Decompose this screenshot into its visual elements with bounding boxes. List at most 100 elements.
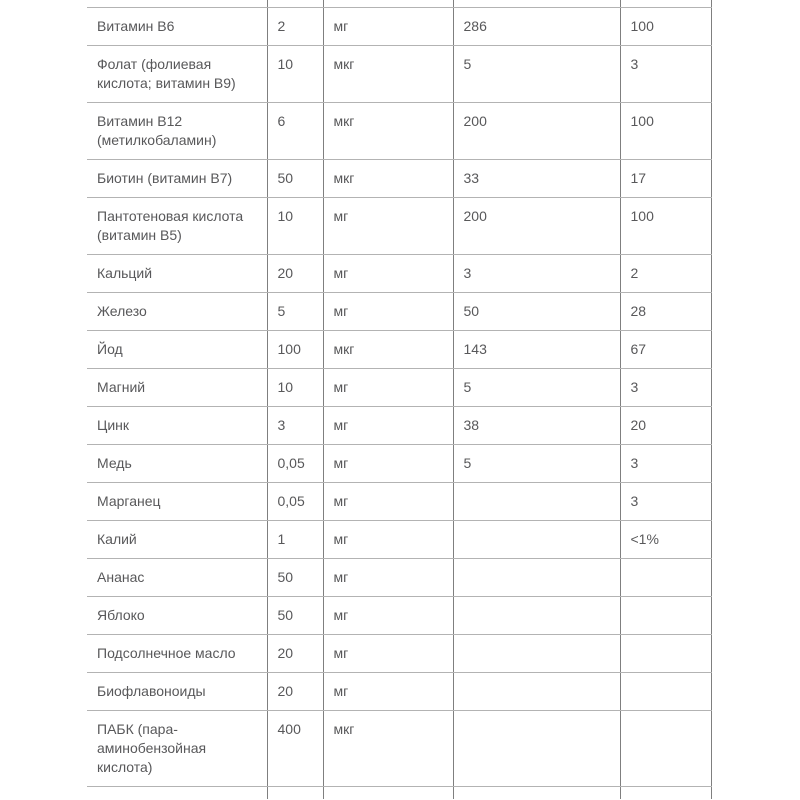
unit-cell: мг [323,558,454,597]
percent2-cell [620,634,712,673]
percent1-cell [453,520,621,559]
percent1-cell: 143 [453,330,621,369]
unit-cell [323,0,454,8]
percent1-cell: 5 [453,368,621,407]
amount-cell: 400 [267,710,324,787]
table-row: Железо 5 мг 50 28 [87,292,712,331]
table-row: Йод 100 мкг 143 67 [87,330,712,369]
unit-cell: мг [323,368,454,407]
unit-cell: мкг [323,159,454,198]
unit-cell: мкг [323,710,454,787]
percent2-cell [620,710,712,787]
percent1-cell [453,710,621,787]
percent2-cell [620,672,712,711]
amount-cell [267,0,324,8]
table-row: Витамин В12 (метилкобаламин) 6 мкг 200 1… [87,102,712,160]
unit-cell: мг [323,672,454,711]
amount-cell: 20 [267,634,324,673]
table-row: Фолат (фолиевая кислота; витамин В9) 10 … [87,45,712,103]
amount-cell: 0,05 [267,482,324,521]
percent2-cell: 67 [620,330,712,369]
ingredient-cell: Яблоко [87,596,268,635]
unit-cell: мг [323,254,454,293]
amount-cell: 20 [267,254,324,293]
unit-cell [323,786,454,799]
percent2-cell: 100 [620,197,712,255]
percent1-cell [453,0,621,8]
amount-cell: 0,05 [267,444,324,483]
amount-cell: 10 [267,197,324,255]
percent1-cell: 3 [453,254,621,293]
amount-cell: 2 [267,7,324,46]
table-row: Медь 0,05 мг 5 3 [87,444,712,483]
amount-cell [267,786,324,799]
unit-cell: мкг [323,330,454,369]
amount-cell: 6 [267,102,324,160]
unit-cell: мг [323,634,454,673]
percent2-cell: 3 [620,45,712,103]
amount-cell: 1 [267,520,324,559]
percent1-cell [453,558,621,597]
percent1-cell: 286 [453,7,621,46]
amount-cell: 50 [267,558,324,597]
ingredient-cell: Магний [87,368,268,407]
table-row: Биофлавоноиды 20 мг [87,672,712,711]
ingredient-cell: Ананас [87,558,268,597]
percent2-cell: 20 [620,406,712,445]
table-row: Марганец 0,05 мг 3 [87,482,712,521]
nutrition-table-container: Витамин В6 2 мг 286 100 Фолат (фолиевая … [87,0,712,799]
ingredient-cell: Медь [87,444,268,483]
percent2-cell: 3 [620,368,712,407]
table-row: Яблоко 50 мг [87,596,712,635]
table-row: ПАБК (пара-аминобензойная кислота) 400 м… [87,710,712,787]
percent1-cell: 200 [453,102,621,160]
ingredient-cell: Пантотеновая кислота (витамин В5) [87,197,268,255]
percent1-cell [453,786,621,799]
table-row: Калий 1 мг <1% [87,520,712,559]
amount-cell: 20 [267,672,324,711]
ingredient-cell [87,786,268,799]
percent2-cell: 3 [620,444,712,483]
percent1-cell: 200 [453,197,621,255]
ingredient-cell: Йод [87,330,268,369]
percent2-cell [620,558,712,597]
ingredient-cell: Цинк [87,406,268,445]
percent1-cell: 50 [453,292,621,331]
unit-cell: мг [323,197,454,255]
unit-cell: мкг [323,102,454,160]
percent2-cell [620,786,712,799]
amount-cell: 5 [267,292,324,331]
table-row: Биотин (витамин В7) 50 мкг 33 17 [87,159,712,198]
percent1-cell: 33 [453,159,621,198]
percent1-cell: 38 [453,406,621,445]
percent1-cell [453,634,621,673]
unit-cell: мг [323,7,454,46]
nutrition-facts-table: Витамин В6 2 мг 286 100 Фолат (фолиевая … [87,0,712,799]
ingredient-cell: Кальций [87,254,268,293]
table-row: Кальций 20 мг 3 2 [87,254,712,293]
amount-cell: 10 [267,45,324,103]
amount-cell: 3 [267,406,324,445]
ingredient-cell: Фолат (фолиевая кислота; витамин В9) [87,45,268,103]
unit-cell: мг [323,406,454,445]
unit-cell: мг [323,444,454,483]
ingredient-cell: Марганец [87,482,268,521]
unit-cell: мг [323,596,454,635]
table-row: Цинк 3 мг 38 20 [87,406,712,445]
amount-cell: 50 [267,159,324,198]
clipped-row-bottom [87,786,712,799]
unit-cell: мкг [323,45,454,103]
percent1-cell [453,596,621,635]
percent2-cell [620,0,712,8]
table-row: Витамин В6 2 мг 286 100 [87,7,712,46]
ingredient-cell: Витамин В6 [87,7,268,46]
unit-cell: мг [323,292,454,331]
percent1-cell [453,672,621,711]
unit-cell: мг [323,520,454,559]
amount-cell: 50 [267,596,324,635]
percent2-cell: 100 [620,7,712,46]
table-row: Подсолнечное масло 20 мг [87,634,712,673]
percent2-cell [620,596,712,635]
percent2-cell: 100 [620,102,712,160]
ingredient-cell: Калий [87,520,268,559]
